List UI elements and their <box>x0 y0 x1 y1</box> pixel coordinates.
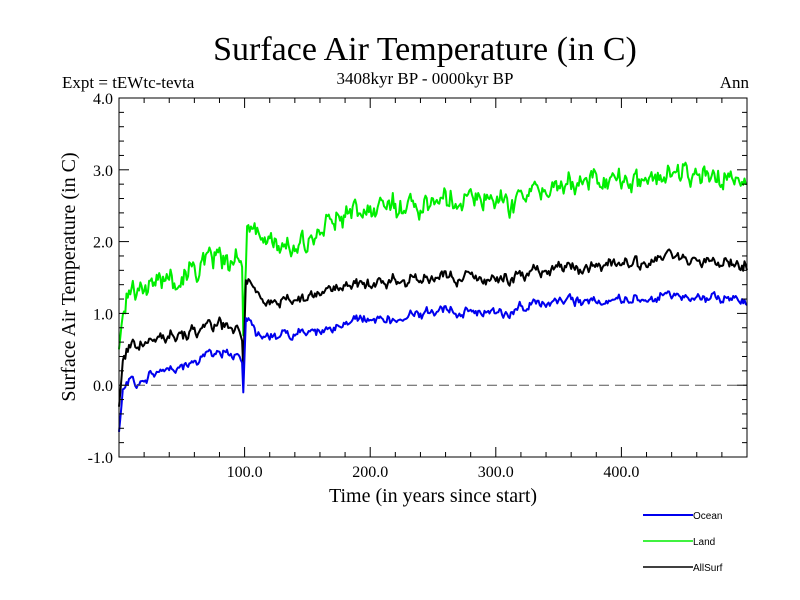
ticks-layer <box>119 97 747 458</box>
x-axis-label: Time (in years since start) <box>329 485 537 507</box>
legend-label-ocean: Ocean <box>693 511 722 522</box>
x-tick-labels: 100.0 200.0 300.0 400.0 <box>227 464 640 481</box>
y-tick-label: 0.0 <box>93 378 113 395</box>
legend-label-allsurf: AllSurf <box>693 563 723 574</box>
y-tick-labels: -1.0 0.0 1.0 2.0 3.0 4.0 <box>88 91 113 467</box>
x-tick-label: 300.0 <box>478 464 514 481</box>
series-line-land <box>118 161 748 350</box>
legend-label-land: Land <box>693 537 715 548</box>
y-tick-label: 3.0 <box>93 163 113 180</box>
y-axis-label: Surface Air Temperature (in C) <box>58 152 80 401</box>
experiment-label: Expt = tEWtc-tevta <box>62 73 195 92</box>
y-tick-label: 1.0 <box>93 306 113 323</box>
series-line-ocean <box>118 290 748 432</box>
chart-subtitle: 3408kyr BP - 0000kyr BP <box>337 69 514 88</box>
chart-title: Surface Air Temperature (in C) <box>213 31 637 68</box>
y-tick-label: -1.0 <box>88 450 113 467</box>
series-layer <box>118 161 748 432</box>
season-label: Ann <box>720 73 750 92</box>
legend: Ocean Land AllSurf <box>643 511 723 574</box>
x-tick-label: 200.0 <box>352 464 388 481</box>
y-tick-label: 4.0 <box>93 91 113 108</box>
x-tick-label: 100.0 <box>227 464 263 481</box>
y-tick-label: 2.0 <box>93 235 113 252</box>
x-tick-label: 400.0 <box>603 464 639 481</box>
series-line-allsurf <box>118 248 748 407</box>
plot-frame <box>118 97 748 458</box>
